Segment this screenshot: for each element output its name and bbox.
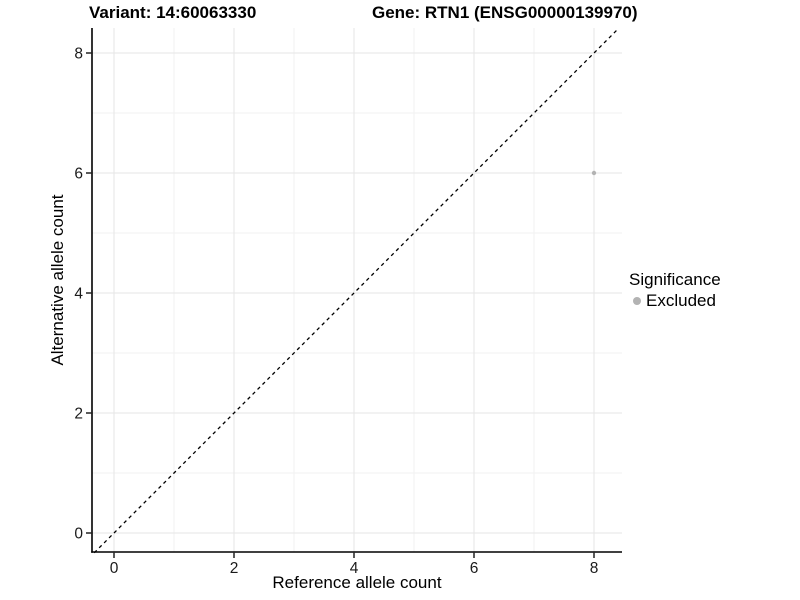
x-tick-label: 0 bbox=[110, 560, 119, 577]
legend-point-swatch-icon bbox=[633, 296, 641, 305]
legend-item-label: Excluded bbox=[646, 291, 716, 310]
legend-title: Significance bbox=[629, 270, 721, 289]
data-point bbox=[591, 170, 597, 176]
legend-item-excluded: Excluded bbox=[629, 291, 721, 310]
x-axis-title: Reference allele count bbox=[272, 573, 442, 592]
gene-title: Gene: RTN1 (ENSG00000139970) bbox=[372, 3, 638, 22]
legend: Significance Excluded bbox=[629, 270, 721, 310]
x-tick-label: 6 bbox=[470, 560, 479, 577]
y-tick-label: 0 bbox=[74, 526, 83, 543]
x-tick-label: 4 bbox=[350, 560, 359, 577]
y-tick-label: 8 bbox=[74, 46, 83, 63]
y-tick-label: 4 bbox=[74, 286, 83, 303]
x-tick-label: 8 bbox=[590, 560, 599, 577]
identity-dashed-line bbox=[93, 27, 620, 554]
y-tick-label: 6 bbox=[74, 166, 83, 183]
x-tick-label: 2 bbox=[230, 560, 239, 577]
y-tick-label: 2 bbox=[74, 406, 83, 423]
variant-title: Variant: 14:60063330 bbox=[89, 3, 257, 22]
